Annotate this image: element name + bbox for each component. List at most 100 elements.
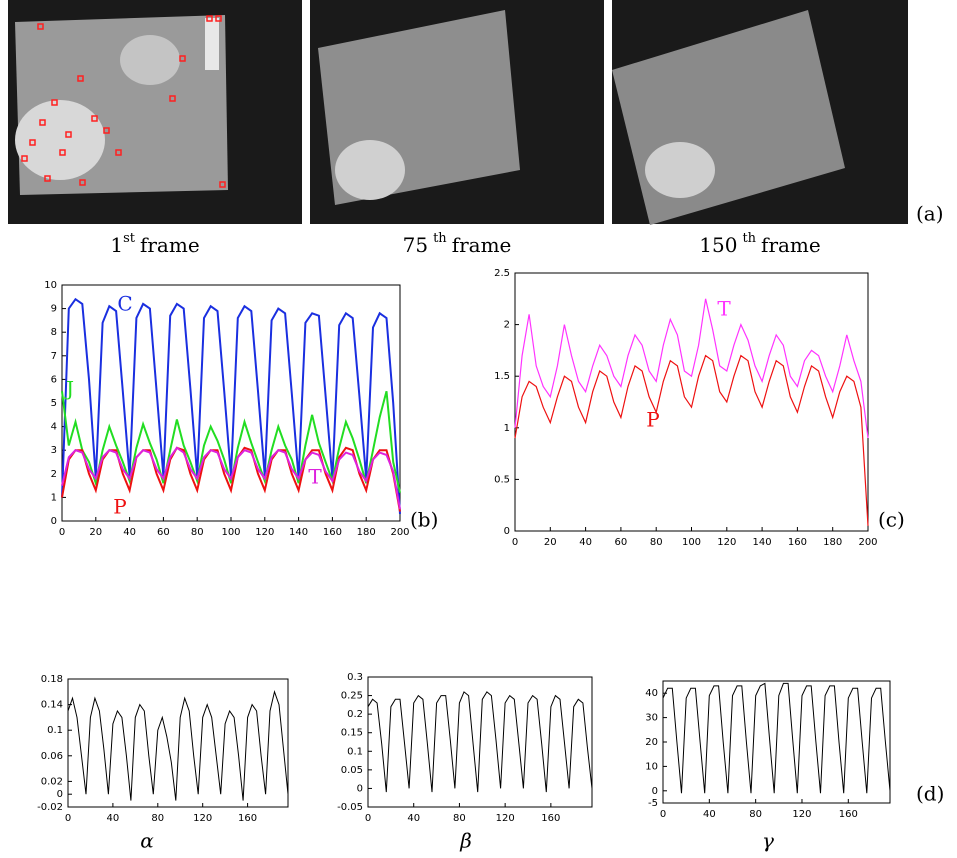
y-tick-label: -0.02 xyxy=(37,802,63,813)
x-tick-label: 0 xyxy=(512,537,518,548)
y-tick-label: 0.3 xyxy=(347,672,363,683)
y-tick-label: 2.5 xyxy=(494,268,510,279)
y-tick-label: 0.05 xyxy=(341,765,363,776)
y-tick-label: 6 xyxy=(51,374,57,385)
x-tick-label: 160 xyxy=(238,813,257,824)
y-tick-label: 0.5 xyxy=(494,474,510,485)
series-label: C xyxy=(117,292,132,316)
x-tick-label: 180 xyxy=(823,537,842,548)
y-tick-label: 8 xyxy=(51,327,57,338)
x-tick-label: 140 xyxy=(289,527,308,538)
x-tick-label: 160 xyxy=(541,813,560,824)
series-line xyxy=(514,298,869,439)
x-tick-label: 120 xyxy=(717,537,736,548)
x-axis-label: γ xyxy=(762,829,774,853)
y-tick-label: 4 xyxy=(51,422,57,433)
series-label: T xyxy=(308,465,322,489)
x-tick-label: 0 xyxy=(65,813,71,824)
series-label: T xyxy=(717,297,731,321)
feature-points xyxy=(21,15,226,188)
x-tick-label: 80 xyxy=(151,813,164,824)
frame-content xyxy=(645,142,715,198)
caption-number: 150 xyxy=(699,233,737,257)
series-label: P xyxy=(646,408,659,432)
x-tick-label: 140 xyxy=(753,537,772,548)
y-tick-label: 30 xyxy=(645,713,658,724)
y-tick-label: 10 xyxy=(44,280,57,291)
x-tick-label: 40 xyxy=(107,813,120,824)
y-tick-label: 40 xyxy=(645,688,658,699)
x-tick-label: 60 xyxy=(615,537,628,548)
y-tick-label: 0 xyxy=(504,526,510,537)
x-tick-label: 120 xyxy=(255,527,274,538)
y-tick-label: 1 xyxy=(504,423,510,434)
x-tick-label: 0 xyxy=(660,809,666,820)
caption-number: 1 xyxy=(110,233,123,257)
caption-superscript: th xyxy=(433,231,447,246)
x-tick-label: 80 xyxy=(191,527,204,538)
y-tick-label: -5 xyxy=(648,798,658,809)
frame-content xyxy=(335,140,405,200)
y-tick-label: 2 xyxy=(51,469,57,480)
x-tick-label: 120 xyxy=(496,813,515,824)
x-axis-label: β xyxy=(459,829,472,853)
x-axis-label: α xyxy=(140,829,154,853)
x-tick-label: 100 xyxy=(221,527,240,538)
y-tick-label: 0 xyxy=(57,789,63,800)
x-tick-label: 80 xyxy=(749,809,762,820)
frame-caption: 150 th frame xyxy=(699,231,820,257)
x-tick-label: 80 xyxy=(650,537,663,548)
series-line xyxy=(514,354,869,526)
x-tick-label: 100 xyxy=(682,537,701,548)
plot-frame xyxy=(67,678,289,808)
y-tick-label: 0 xyxy=(652,786,658,797)
caption-text: frame xyxy=(140,233,200,257)
y-tick-label: 2 xyxy=(504,320,510,331)
x-tick-label: 20 xyxy=(89,527,102,538)
caption-superscript: st xyxy=(123,231,136,246)
x-tick-label: 40 xyxy=(579,537,592,548)
caption-text: frame xyxy=(761,233,821,257)
y-tick-label: 0.1 xyxy=(347,746,363,757)
y-tick-label: 0.14 xyxy=(41,700,63,711)
x-tick-label: 160 xyxy=(323,527,342,538)
series-label: P xyxy=(113,495,126,519)
plot-frame xyxy=(367,676,593,808)
frame-content xyxy=(15,100,105,180)
panel-label: (b) xyxy=(410,508,438,532)
x-tick-label: 0 xyxy=(59,527,65,538)
panel-label: (d) xyxy=(916,782,944,806)
frame-content xyxy=(120,35,180,85)
x-tick-label: 160 xyxy=(839,809,858,820)
x-tick-label: 40 xyxy=(407,813,420,824)
y-tick-label: 1.5 xyxy=(494,371,510,382)
x-tick-label: 180 xyxy=(357,527,376,538)
y-tick-label: 0.15 xyxy=(341,728,363,739)
caption-text: frame xyxy=(452,233,512,257)
caption-superscript: th xyxy=(742,231,756,246)
series-line xyxy=(67,690,289,801)
y-tick-label: 0.18 xyxy=(41,674,63,685)
x-tick-label: 80 xyxy=(453,813,466,824)
series-label: J xyxy=(64,377,74,401)
panel-label: (c) xyxy=(878,508,905,532)
series-line xyxy=(61,390,401,493)
frame-caption: 1st frame xyxy=(110,231,199,257)
x-tick-label: 20 xyxy=(544,537,557,548)
frame-caption: 75 th frame xyxy=(403,231,512,257)
y-tick-label: 0 xyxy=(51,516,57,527)
y-tick-label: 9 xyxy=(51,304,57,315)
y-tick-label: 0.02 xyxy=(41,776,63,787)
y-tick-label: 7 xyxy=(51,351,57,362)
x-tick-label: 200 xyxy=(858,537,877,548)
y-tick-label: 5 xyxy=(51,398,57,409)
series-line xyxy=(61,446,401,510)
y-tick-label: -0.05 xyxy=(337,802,363,813)
caption-number: 75 xyxy=(403,233,428,257)
x-tick-label: 120 xyxy=(193,813,212,824)
y-tick-label: 0.25 xyxy=(341,691,363,702)
series-line xyxy=(367,691,593,793)
video-frames xyxy=(8,0,908,225)
plot-frame xyxy=(514,272,869,532)
